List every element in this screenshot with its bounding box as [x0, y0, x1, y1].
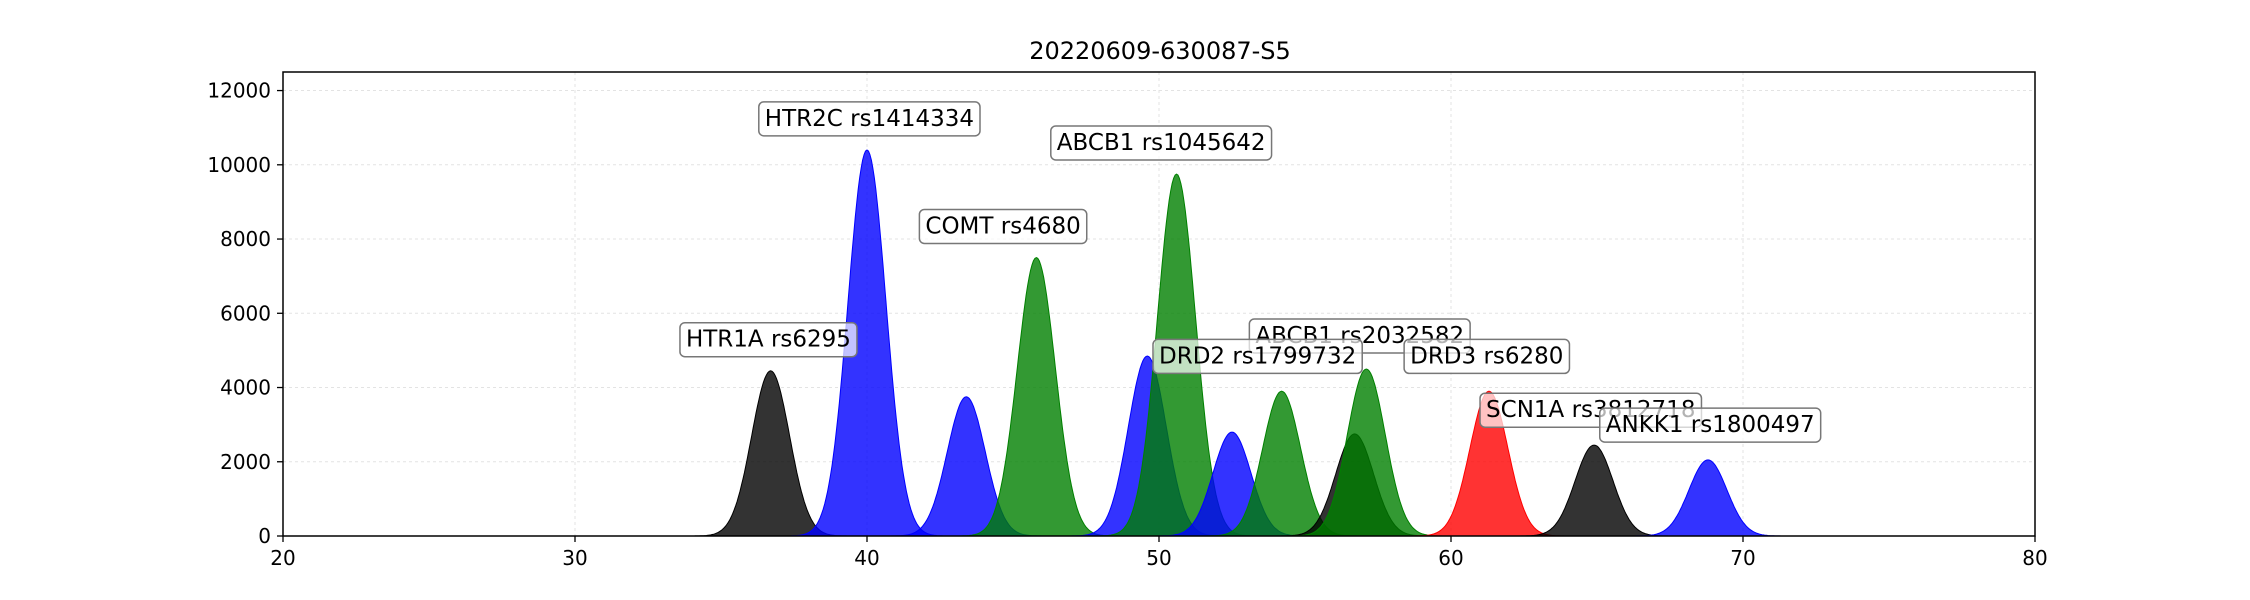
peak-green — [960, 257, 1113, 537]
peak-label: HTR2C rs1414334 — [758, 101, 981, 137]
peak-label: HTR1A rs6295 — [679, 321, 858, 358]
x-tick-label: 20 — [270, 546, 295, 570]
peak-labels: HTR1A rs6295 HTR2C rs1414334 COMT rs4680 AB… — [679, 101, 1822, 443]
peak-red — [1412, 390, 1565, 537]
peak-label-box — [679, 321, 858, 358]
peak-label: DRD3 rs6280 — [1403, 338, 1571, 375]
y-tick-label: 2000 — [220, 450, 271, 474]
peak-green — [1290, 368, 1443, 537]
peak-label-text: COMT rs4680 — [925, 213, 1080, 239]
peak-label-text: DRD3 rs6280 — [1410, 343, 1563, 369]
x-tick-label: 70 — [1730, 546, 1755, 570]
peak-label: ANKK1 rs1800497 — [1599, 407, 1822, 443]
peak-label-box — [918, 208, 1088, 245]
x-tick-label: 30 — [562, 546, 587, 570]
peak-blue — [791, 149, 943, 537]
peak-label-text: ANKK1 rs1800497 — [1606, 412, 1815, 438]
x-tick-label: 50 — [1146, 546, 1171, 570]
y-tick-label: 8000 — [220, 227, 271, 251]
peak-label-text: DRD2 rs1799732 — [1159, 343, 1356, 369]
y-tick-label: 12000 — [207, 79, 271, 103]
peak-label-text: HTR1A rs6295 — [686, 327, 851, 353]
x-tick-label: 80 — [2022, 546, 2047, 570]
chart-title: 20220609-630087-S5 — [1029, 37, 1291, 65]
y-tick-label: 10000 — [207, 153, 271, 177]
peak-label: COMT rs4680 — [918, 208, 1088, 245]
peak-label: ABCB1 rs1045642 — [1050, 125, 1273, 161]
peak-label-box — [1403, 338, 1571, 375]
x-tick-label: 40 — [854, 546, 879, 570]
peak-label: DRD2 rs1799732 — [1152, 338, 1363, 375]
peak-label-text: HTR2C rs1414334 — [765, 106, 974, 132]
y-tick-label: 6000 — [220, 301, 271, 325]
peak-label-box — [1599, 407, 1822, 443]
peak-label-box — [1050, 125, 1273, 161]
y-axis: 0 2000 4000 6000 8000 10000 12000 — [207, 79, 283, 548]
peak-blue — [1632, 459, 1784, 537]
peak-label-text: ABCB1 rs1045642 — [1057, 130, 1266, 156]
peak-black — [1518, 444, 1670, 537]
y-tick-label: 0 — [258, 524, 271, 548]
peak-label-box — [758, 101, 981, 137]
y-tick-label: 4000 — [220, 376, 271, 400]
peak-label-box — [1152, 338, 1363, 375]
x-tick-label: 60 — [1438, 546, 1463, 570]
x-axis: 20 30 40 50 60 70 80 — [270, 536, 2048, 570]
